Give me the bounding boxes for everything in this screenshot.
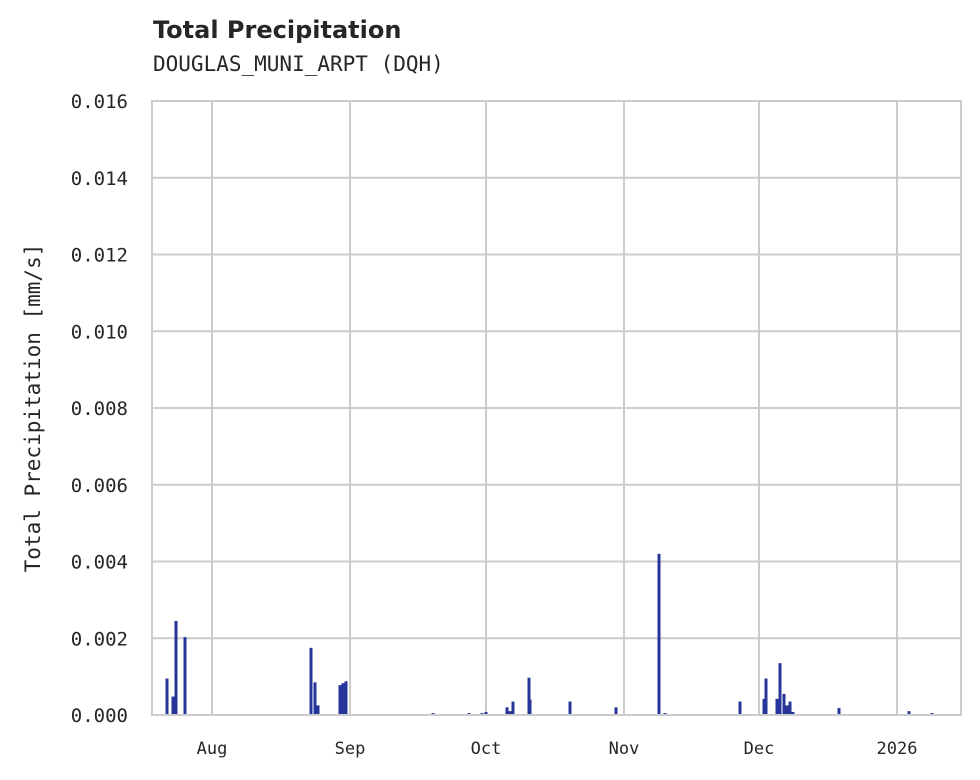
y-tick-label: 0.008 [71, 398, 128, 420]
precip-bar [837, 708, 841, 715]
y-axis-ticks: 0.000 0.002 0.004 0.006 0.008 0.010 0.012 0.014… [71, 91, 128, 727]
chart-title: Total Precipitation [153, 16, 402, 44]
precip-bar [344, 681, 348, 715]
y-tick-label: 0.002 [71, 628, 128, 650]
x-tick-label: Nov [609, 739, 640, 759]
precip-bar [762, 698, 766, 715]
y-tick-label: 0.000 [71, 705, 128, 727]
precip-bar [528, 699, 532, 715]
chart-subtitle: DOUGLAS_MUNI_ARPT (DQH) [153, 52, 444, 76]
precip-bar [484, 711, 488, 715]
y-tick-label: 0.014 [71, 168, 128, 190]
y-tick-label: 0.004 [71, 552, 128, 574]
y-tick-label: 0.012 [71, 245, 128, 267]
precip-bar [791, 711, 795, 715]
precip-bar [341, 683, 345, 715]
precip-bar [657, 553, 661, 715]
x-tick-label: Aug [197, 739, 228, 759]
x-tick-label: Sep [335, 739, 366, 759]
plot-frame [151, 100, 962, 716]
precip-bar [511, 701, 515, 715]
y-tick-label: 0.006 [71, 475, 128, 497]
precip-bar [165, 678, 169, 715]
precip-bar [505, 707, 509, 715]
precip-bar [508, 711, 512, 715]
precip-bar [764, 678, 768, 715]
precip-bar [614, 707, 618, 715]
y-tick-label: 0.016 [71, 91, 128, 113]
x-tick-label: Dec [744, 739, 775, 759]
y-axis-label: Total Precipitation [mm/s] [21, 244, 45, 573]
precip-bar [738, 701, 742, 715]
precip-bar [568, 701, 572, 715]
precip-bar [527, 677, 531, 715]
precip-bar [907, 711, 911, 715]
precip-bar [316, 705, 320, 715]
precip-bar [788, 701, 792, 715]
precip-bar [171, 696, 175, 715]
x-axis-ticks: Aug Sep Oct Nov Dec 2026 [197, 739, 918, 759]
precip-bar [313, 682, 317, 715]
precip-bar [174, 620, 178, 715]
x-tick-label: Oct [471, 739, 502, 759]
gridlines [152, 100, 961, 716]
precip-bar [785, 705, 789, 715]
precip-bar [309, 647, 313, 715]
precip-bar [782, 693, 786, 715]
y-tick-label: 0.010 [71, 321, 128, 343]
precip-bars [165, 553, 934, 715]
precip-bar [183, 637, 187, 715]
precip-bar [778, 663, 782, 715]
x-tick-label: 2026 [877, 739, 918, 759]
precip-bar [338, 685, 342, 715]
precip-bar [775, 698, 779, 715]
